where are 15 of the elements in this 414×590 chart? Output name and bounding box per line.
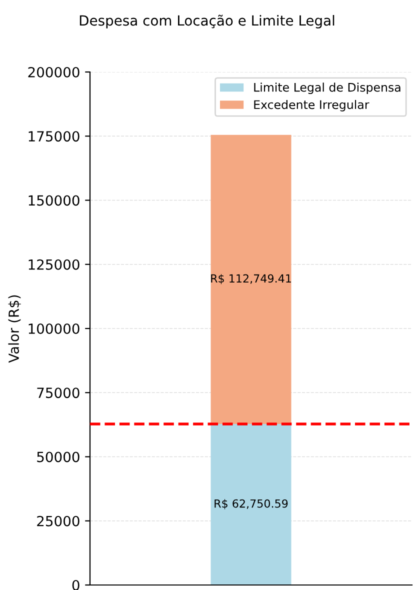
y-tick-label: 125000 xyxy=(28,259,80,270)
y-tick-label: 150000 xyxy=(28,195,80,206)
data-label: R$ 62,750.59 xyxy=(214,499,288,510)
y-tick-label: 50000 xyxy=(37,452,80,462)
y-tick-label: 75000 xyxy=(37,388,80,398)
y-tick-label: 200000 xyxy=(28,66,80,78)
chart-title: Despesa com Locação e Limite Legal xyxy=(80,14,334,28)
y-tick-label: 175000 xyxy=(28,131,80,142)
y-tick-label: 25000 xyxy=(37,516,80,526)
y-axis-title: Valor (R$) xyxy=(8,295,21,363)
legend-label: Excedente Irregular xyxy=(254,100,370,112)
legend-label: Limite Legal de Dispensa xyxy=(254,82,400,94)
data-label: R$ 112,749.41 xyxy=(211,274,291,284)
y-tick-label: 0 xyxy=(72,580,80,590)
y-tick-label: 100000 xyxy=(28,323,80,334)
